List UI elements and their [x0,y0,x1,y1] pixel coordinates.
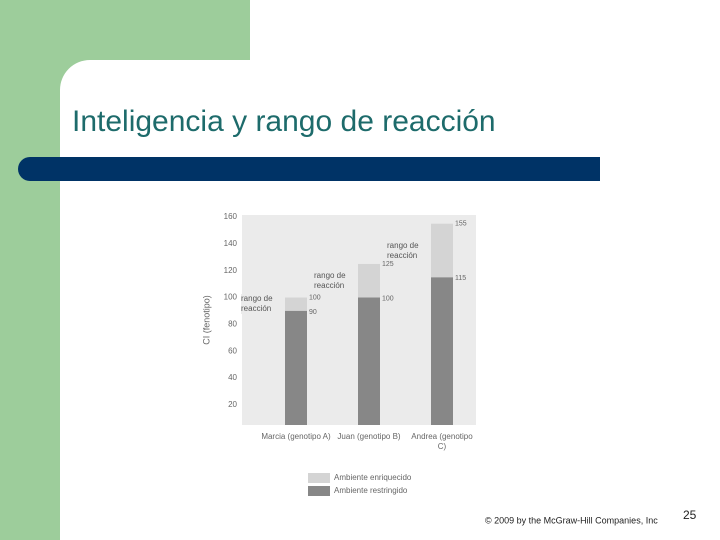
corner [60,60,90,90]
page-number: 25 [683,508,697,522]
category-label: Andrea (genotipo C) [411,432,473,451]
legend-label: Ambiente enriquecido [334,473,412,482]
legend-swatch [308,473,330,483]
bar [431,277,453,425]
footer: © 2009 by the McGraw-Hill Companies, Inc [485,515,658,525]
category-label: Marcia (genotipo A) [261,432,331,441]
value-label: 90 [309,309,317,316]
title-rule [18,157,600,181]
legend-swatch [308,486,330,496]
value-label: 155 [455,221,467,228]
y-tick-label: 120 [224,266,238,275]
y-tick-label: 160 [224,212,238,221]
category-label: Juan (genotipo B) [337,432,401,441]
value-label: 115 [455,275,466,282]
bar [285,310,307,425]
y-tick-label: 40 [228,373,237,382]
y-tick-label: 60 [228,346,237,355]
y-axis-label: CI (fenotipo) [201,295,211,345]
side-band [0,0,60,540]
y-tick-label: 80 [228,319,237,328]
y-tick-label: 140 [224,239,238,248]
annotation: rango de reacción [241,294,281,315]
legend-label: Ambiente restringido [334,486,408,495]
y-tick-label: 20 [228,400,237,409]
annotation: rango de reacción [314,270,354,291]
top-band [0,0,250,60]
value-label: 100 [309,294,321,301]
value-label: 125 [382,261,394,268]
y-tick-label: 100 [224,293,238,302]
slide-title: Inteligencia y rango de reacción [72,105,496,138]
bar [358,297,380,425]
annotation: rango de reacción [387,240,427,261]
value-label: 100 [382,295,394,302]
